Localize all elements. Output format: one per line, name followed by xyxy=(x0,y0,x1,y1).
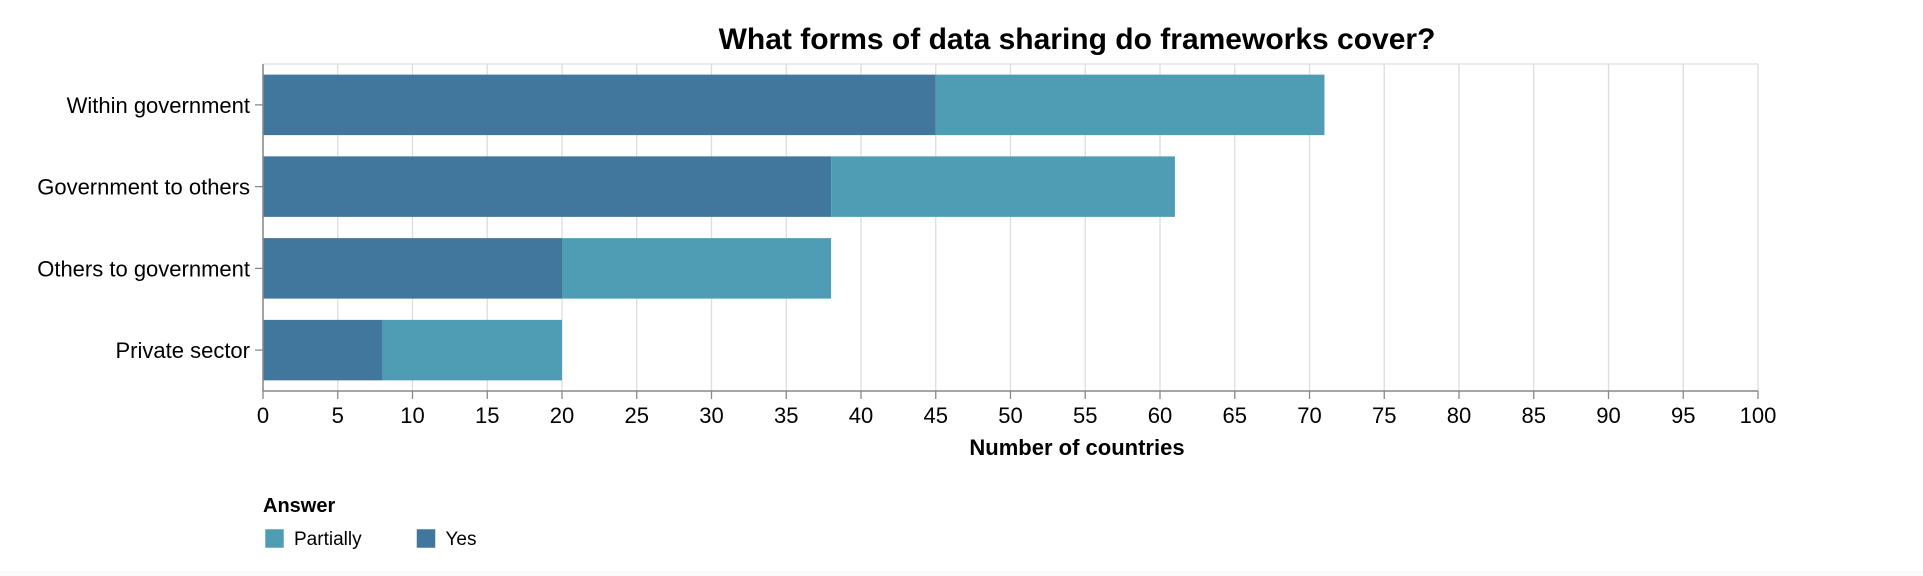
x-tick-label: 5 xyxy=(332,403,344,428)
bar-yes-within-government xyxy=(263,74,936,136)
bar-partially-within-government xyxy=(935,74,1325,136)
x-tick-label: 90 xyxy=(1596,403,1620,428)
legend-swatch-yes xyxy=(416,528,436,549)
axes: Within government Government to others Oth… xyxy=(37,64,1776,428)
x-tick-label: 55 xyxy=(1073,403,1097,428)
y-tick-label: Government to others xyxy=(37,175,250,200)
x-tick-label: 50 xyxy=(998,403,1022,428)
x-tick-label: 30 xyxy=(699,403,723,428)
x-tick-label: 15 xyxy=(475,403,499,428)
x-tick-label: 70 xyxy=(1297,403,1321,428)
legend-label-partially: Partially xyxy=(294,529,362,550)
chart-title: What forms of data sharing do frameworks… xyxy=(719,23,1436,56)
x-tick-label: 95 xyxy=(1671,403,1695,428)
y-tick-label: Within government xyxy=(67,93,250,118)
x-tick-label: 65 xyxy=(1223,403,1247,428)
bar-partially-others-to-government xyxy=(562,238,832,299)
bar-yes-private-sector xyxy=(263,319,383,381)
x-tick-label: 85 xyxy=(1522,403,1546,428)
bar-yes-others-to-government xyxy=(263,238,562,299)
bar-yes-government-to-others xyxy=(263,156,832,217)
x-tick-label: 40 xyxy=(849,403,873,428)
bar-partially-government-to-others xyxy=(831,156,1175,217)
x-tick-label: 100 xyxy=(1740,403,1777,428)
bar-partially-private-sector xyxy=(382,319,562,381)
x-tick-label: 45 xyxy=(924,403,948,428)
x-tick-label: 25 xyxy=(625,403,649,428)
legend-label-yes: Yes xyxy=(446,529,477,550)
x-tick-label: 20 xyxy=(550,403,574,428)
y-tick-label: Others to government xyxy=(37,256,250,281)
x-tick-label: 0 xyxy=(257,403,269,428)
bars xyxy=(263,74,1325,381)
legend-title: Answer xyxy=(263,495,335,517)
x-axis-title: Number of countries xyxy=(969,435,1184,460)
legend: Answer Partially Yes xyxy=(263,495,477,550)
y-tick-label: Private sector xyxy=(116,338,251,363)
legend-swatch-partially xyxy=(264,528,285,549)
x-tick-label: 35 xyxy=(774,403,798,428)
x-tick-label: 10 xyxy=(400,403,424,428)
x-tick-label: 75 xyxy=(1372,403,1396,428)
x-tick-label: 60 xyxy=(1148,403,1172,428)
x-tick-label: 80 xyxy=(1447,403,1471,428)
